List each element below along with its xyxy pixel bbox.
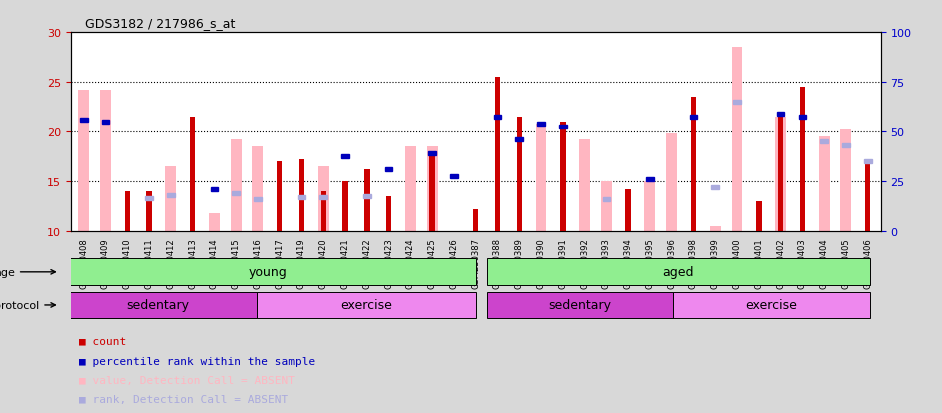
Bar — [233, 192, 240, 196]
Bar — [625, 190, 631, 231]
Bar — [166, 167, 176, 231]
Text: sedentary: sedentary — [548, 299, 611, 312]
Text: GDS3182 / 217986_s_at: GDS3182 / 217986_s_at — [85, 17, 236, 29]
Bar — [864, 160, 871, 164]
Bar — [537, 122, 544, 126]
Bar — [427, 147, 438, 231]
Bar — [690, 97, 696, 231]
Bar — [711, 186, 719, 190]
Text: protocol: protocol — [0, 300, 56, 310]
Bar — [733, 100, 740, 104]
Bar — [644, 182, 656, 231]
Bar — [211, 188, 219, 192]
Bar — [536, 124, 546, 231]
Bar — [59, 292, 257, 318]
Bar — [560, 122, 565, 231]
Bar — [277, 162, 283, 231]
Bar — [756, 202, 761, 231]
Text: ■ count: ■ count — [79, 336, 126, 347]
Bar — [710, 226, 721, 231]
Bar — [601, 182, 611, 231]
Bar — [124, 192, 130, 231]
Bar — [254, 197, 262, 201]
Bar — [799, 115, 806, 119]
Bar — [231, 140, 241, 231]
Bar — [487, 292, 673, 318]
Text: ■ value, Detection Call = ABSENT: ■ value, Detection Call = ABSENT — [79, 375, 295, 385]
Bar — [78, 90, 89, 231]
Bar — [559, 125, 567, 129]
Bar — [299, 160, 304, 231]
Bar — [673, 292, 869, 318]
Bar — [363, 195, 370, 199]
Text: young: young — [249, 266, 287, 279]
Bar — [146, 192, 152, 231]
Bar — [190, 117, 195, 231]
Bar — [494, 115, 501, 119]
Bar — [516, 117, 522, 231]
Bar — [495, 78, 500, 231]
Bar — [80, 118, 88, 122]
Bar — [819, 137, 830, 231]
Bar — [145, 197, 153, 201]
Bar — [365, 170, 369, 231]
Bar — [102, 120, 109, 124]
Bar — [209, 214, 219, 231]
Text: aged: aged — [662, 266, 694, 279]
Bar — [473, 209, 479, 231]
Bar — [429, 152, 436, 156]
Bar — [319, 196, 327, 199]
Bar — [690, 115, 697, 119]
Bar — [646, 178, 654, 182]
Bar — [777, 112, 785, 116]
Bar — [450, 175, 458, 179]
Bar — [487, 259, 869, 285]
Bar — [820, 140, 828, 144]
Bar — [778, 112, 784, 231]
Bar — [603, 198, 610, 202]
Bar — [732, 48, 742, 231]
Text: sedentary: sedentary — [127, 299, 189, 312]
Bar — [252, 147, 264, 231]
Bar — [320, 192, 326, 231]
Bar — [840, 130, 852, 231]
Text: exercise: exercise — [745, 299, 797, 312]
Bar — [775, 117, 786, 231]
Bar — [341, 155, 349, 159]
Bar — [59, 259, 476, 285]
Bar — [666, 134, 677, 231]
Bar — [342, 182, 348, 231]
Text: age: age — [0, 267, 56, 277]
Bar — [800, 88, 805, 231]
Bar — [100, 90, 111, 231]
Bar — [386, 197, 391, 231]
Bar — [384, 168, 393, 172]
Bar — [430, 152, 435, 231]
Bar — [842, 144, 850, 148]
Text: exercise: exercise — [340, 299, 392, 312]
Bar — [865, 164, 870, 231]
Bar — [298, 195, 305, 199]
Bar — [405, 147, 415, 231]
Bar — [317, 167, 329, 231]
Bar — [167, 193, 174, 197]
Bar — [579, 140, 590, 231]
Text: ■ percentile rank within the sample: ■ percentile rank within the sample — [79, 356, 315, 366]
Bar — [257, 292, 476, 318]
Text: ■ rank, Detection Call = ABSENT: ■ rank, Detection Call = ABSENT — [79, 394, 288, 404]
Bar — [515, 138, 523, 142]
